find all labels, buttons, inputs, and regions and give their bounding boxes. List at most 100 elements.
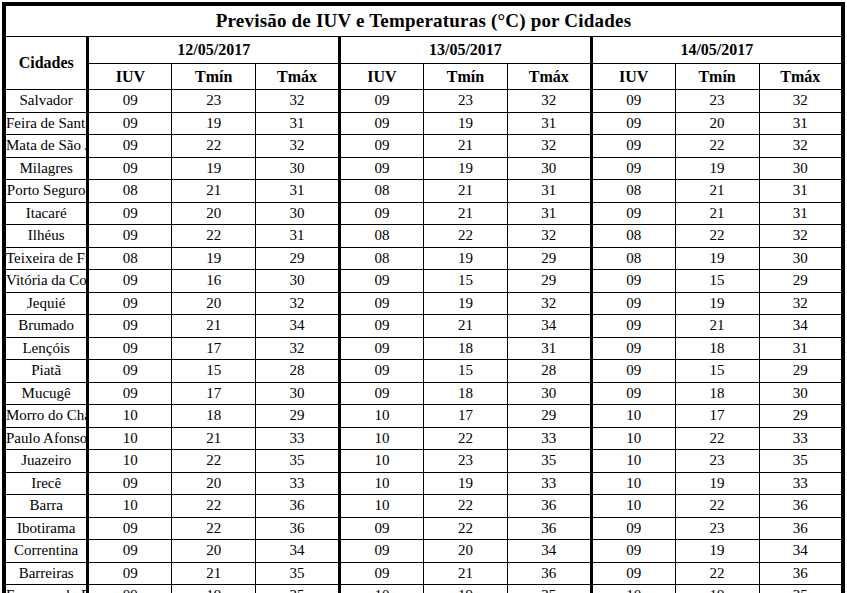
- value-cell: 15: [423, 360, 507, 383]
- value-cell: 21: [423, 562, 507, 585]
- value-cell: 29: [256, 247, 340, 270]
- city-cell: Mata de São João: [4, 135, 88, 158]
- city-cell: Irecê: [4, 472, 88, 495]
- value-cell: 30: [256, 202, 340, 225]
- table-row: Milagres091930091930091930: [4, 157, 843, 180]
- value-cell: 09: [88, 562, 172, 585]
- value-cell: 33: [759, 472, 843, 495]
- value-cell: 19: [675, 585, 759, 593]
- date-header-3: 14/05/2017: [591, 37, 843, 64]
- value-cell: 31: [507, 112, 591, 135]
- value-cell: 19: [423, 585, 507, 593]
- value-cell: 32: [507, 135, 591, 158]
- value-cell: 22: [675, 495, 759, 518]
- table-row: Morro do Chapéu101829101729101729: [4, 405, 843, 428]
- value-cell: 10: [340, 495, 424, 518]
- value-cell: 09: [591, 315, 675, 338]
- value-cell: 09: [591, 135, 675, 158]
- table-row: Formosa do Rio Preto091935101935101935: [4, 585, 843, 593]
- value-cell: 19: [675, 247, 759, 270]
- value-cell: 09: [340, 315, 424, 338]
- value-cell: 10: [340, 585, 424, 593]
- value-cell: 09: [591, 292, 675, 315]
- value-cell: 23: [423, 450, 507, 473]
- value-cell: 09: [340, 517, 424, 540]
- value-cell: 29: [507, 270, 591, 293]
- value-cell: 08: [340, 225, 424, 248]
- value-cell: 19: [172, 112, 256, 135]
- tmin-header-3: Tmín: [675, 64, 759, 90]
- table-row: Ilhéus092231082232082232: [4, 225, 843, 248]
- value-cell: 21: [675, 202, 759, 225]
- table-row: Feira de Santana091931091931092031: [4, 112, 843, 135]
- value-cell: 10: [591, 585, 675, 593]
- value-cell: 21: [675, 315, 759, 338]
- table-row: Itacaré092030092131092131: [4, 202, 843, 225]
- value-cell: 21: [423, 135, 507, 158]
- date-header-row: Cidades 12/05/2017 13/05/2017 14/05/2017: [4, 37, 843, 64]
- value-cell: 09: [591, 270, 675, 293]
- value-cell: 30: [507, 382, 591, 405]
- value-cell: 29: [759, 270, 843, 293]
- value-cell: 17: [172, 337, 256, 360]
- value-cell: 23: [423, 90, 507, 113]
- value-cell: 20: [172, 292, 256, 315]
- value-cell: 22: [423, 427, 507, 450]
- value-cell: 18: [172, 405, 256, 428]
- date-header-2: 13/05/2017: [340, 37, 592, 64]
- value-cell: 08: [340, 180, 424, 203]
- value-cell: 34: [759, 315, 843, 338]
- city-cell: Paulo Afonso: [4, 427, 88, 450]
- value-cell: 09: [88, 360, 172, 383]
- value-cell: 34: [256, 315, 340, 338]
- value-cell: 33: [256, 427, 340, 450]
- table-row: Barra102236102236102236: [4, 495, 843, 518]
- value-cell: 36: [759, 495, 843, 518]
- city-cell: Morro do Chapéu: [4, 405, 88, 428]
- value-cell: 22: [423, 495, 507, 518]
- table-row: Lençóis091732091831091831: [4, 337, 843, 360]
- value-cell: 36: [507, 517, 591, 540]
- value-cell: 30: [759, 247, 843, 270]
- value-cell: 21: [423, 202, 507, 225]
- value-cell: 35: [507, 450, 591, 473]
- value-cell: 32: [256, 90, 340, 113]
- value-cell: 32: [507, 90, 591, 113]
- city-cell: Itacaré: [4, 202, 88, 225]
- value-cell: 09: [591, 90, 675, 113]
- table-row: Irecê092033101933101933: [4, 472, 843, 495]
- value-cell: 09: [591, 112, 675, 135]
- value-cell: 22: [172, 517, 256, 540]
- value-cell: 09: [591, 562, 675, 585]
- value-cell: 33: [507, 472, 591, 495]
- table-row: Jequié092032091932091932: [4, 292, 843, 315]
- value-cell: 32: [759, 292, 843, 315]
- value-cell: 28: [507, 360, 591, 383]
- value-cell: 29: [507, 247, 591, 270]
- value-cell: 34: [507, 315, 591, 338]
- value-cell: 35: [507, 585, 591, 593]
- table-row: Mata de São João092232092132092232: [4, 135, 843, 158]
- city-cell: Brumado: [4, 315, 88, 338]
- value-cell: 36: [256, 517, 340, 540]
- value-cell: 19: [675, 292, 759, 315]
- iuv-header-1: IUV: [88, 64, 172, 90]
- value-cell: 09: [340, 270, 424, 293]
- iuv-header-3: IUV: [591, 64, 675, 90]
- sub-header-row: IUV Tmín Tmáx IUV Tmín Tmáx IUV Tmín Tmá…: [4, 64, 843, 90]
- tmax-header-2: Tmáx: [507, 64, 591, 90]
- value-cell: 31: [507, 180, 591, 203]
- table-row: Vitória da Conquista091630091529091529: [4, 270, 843, 293]
- value-cell: 08: [591, 225, 675, 248]
- table-row: Juazeiro102235102335102335: [4, 450, 843, 473]
- value-cell: 09: [591, 337, 675, 360]
- value-cell: 36: [759, 517, 843, 540]
- value-cell: 32: [256, 135, 340, 158]
- value-cell: 29: [256, 405, 340, 428]
- value-cell: 21: [172, 180, 256, 203]
- value-cell: 19: [172, 157, 256, 180]
- title-row: Previsão de IUV e Temperaturas (°C) por …: [4, 4, 843, 37]
- value-cell: 35: [256, 562, 340, 585]
- value-cell: 33: [759, 427, 843, 450]
- value-cell: 36: [256, 495, 340, 518]
